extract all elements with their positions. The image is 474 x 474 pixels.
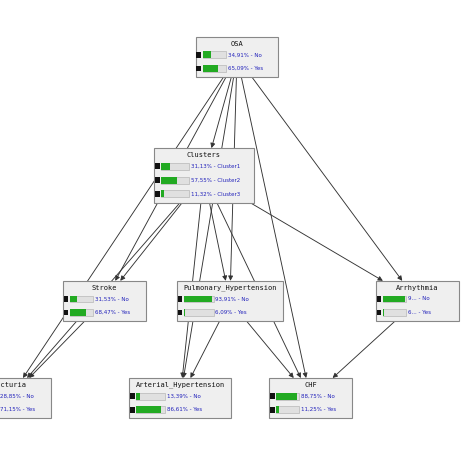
- Bar: [376, 296, 381, 302]
- Bar: [137, 406, 165, 413]
- Bar: [177, 310, 182, 315]
- Text: 6... - Yes: 6... - Yes: [408, 310, 431, 315]
- Text: 57,55% - Cluster2: 57,55% - Cluster2: [191, 178, 240, 182]
- Text: 11,32% - Cluster3: 11,32% - Cluster3: [191, 191, 240, 196]
- Bar: [130, 393, 135, 399]
- Bar: [64, 296, 69, 302]
- Bar: [161, 163, 189, 170]
- Bar: [383, 296, 406, 302]
- Text: OSA: OSA: [231, 41, 243, 46]
- Bar: [276, 406, 279, 413]
- FancyBboxPatch shape: [129, 378, 231, 419]
- Text: Stroke: Stroke: [91, 284, 117, 291]
- Text: 11,25% - Yes: 11,25% - Yes: [301, 407, 337, 412]
- Bar: [184, 296, 213, 302]
- FancyBboxPatch shape: [154, 148, 254, 203]
- Text: 88,75% - No: 88,75% - No: [301, 393, 335, 399]
- Bar: [161, 191, 189, 197]
- Bar: [184, 309, 185, 316]
- Bar: [376, 310, 381, 315]
- Text: Arterial_Hypertension: Arterial_Hypertension: [136, 382, 225, 389]
- Bar: [202, 52, 226, 58]
- Text: 6,09% - Yes: 6,09% - Yes: [215, 310, 247, 315]
- Bar: [383, 309, 406, 316]
- Text: 9... - No: 9... - No: [408, 296, 429, 301]
- Bar: [137, 406, 161, 413]
- Bar: [155, 191, 160, 197]
- Bar: [70, 309, 86, 316]
- Bar: [161, 177, 189, 183]
- Text: 93,91% - No: 93,91% - No: [215, 296, 249, 301]
- Text: CHF: CHF: [304, 382, 317, 388]
- Bar: [130, 407, 135, 412]
- Bar: [155, 164, 160, 169]
- Bar: [64, 310, 69, 315]
- Text: Nocturia: Nocturia: [0, 382, 27, 388]
- Bar: [70, 296, 93, 302]
- Bar: [202, 52, 211, 58]
- FancyBboxPatch shape: [0, 378, 51, 419]
- Bar: [70, 309, 93, 316]
- FancyBboxPatch shape: [195, 37, 278, 77]
- Text: 28,85% - No: 28,85% - No: [0, 393, 34, 399]
- FancyBboxPatch shape: [269, 378, 352, 419]
- Bar: [383, 296, 405, 302]
- FancyBboxPatch shape: [63, 281, 146, 321]
- Bar: [196, 65, 201, 71]
- Bar: [161, 163, 170, 170]
- Text: 13,39% - No: 13,39% - No: [167, 393, 201, 399]
- Bar: [383, 309, 384, 316]
- Bar: [270, 407, 274, 412]
- Text: 68,47% - Yes: 68,47% - Yes: [95, 310, 130, 315]
- Bar: [177, 296, 182, 302]
- Bar: [184, 296, 212, 302]
- Bar: [196, 52, 201, 58]
- Bar: [70, 296, 77, 302]
- Bar: [276, 393, 300, 400]
- Text: Clusters: Clusters: [187, 152, 221, 158]
- FancyBboxPatch shape: [176, 281, 283, 321]
- Bar: [137, 393, 165, 400]
- Text: 71,15% - Yes: 71,15% - Yes: [0, 407, 36, 412]
- Bar: [161, 177, 177, 183]
- Bar: [202, 65, 218, 72]
- Bar: [276, 406, 300, 413]
- Text: Pulmonary_Hypertension: Pulmonary_Hypertension: [183, 284, 277, 292]
- Text: 34,91% - No: 34,91% - No: [228, 52, 262, 57]
- Text: 65,09% - Yes: 65,09% - Yes: [228, 66, 263, 71]
- Bar: [161, 191, 164, 197]
- Bar: [155, 177, 160, 183]
- Bar: [270, 393, 274, 399]
- Bar: [202, 65, 226, 72]
- Text: 31,13% - Cluster1: 31,13% - Cluster1: [191, 164, 240, 169]
- Bar: [276, 393, 297, 400]
- Bar: [184, 309, 213, 316]
- Text: Arrhythmia: Arrhythmia: [396, 284, 438, 291]
- Bar: [137, 393, 140, 400]
- FancyBboxPatch shape: [375, 281, 459, 321]
- Text: 86,61% - Yes: 86,61% - Yes: [167, 407, 202, 412]
- Text: 31,53% - No: 31,53% - No: [95, 296, 129, 301]
